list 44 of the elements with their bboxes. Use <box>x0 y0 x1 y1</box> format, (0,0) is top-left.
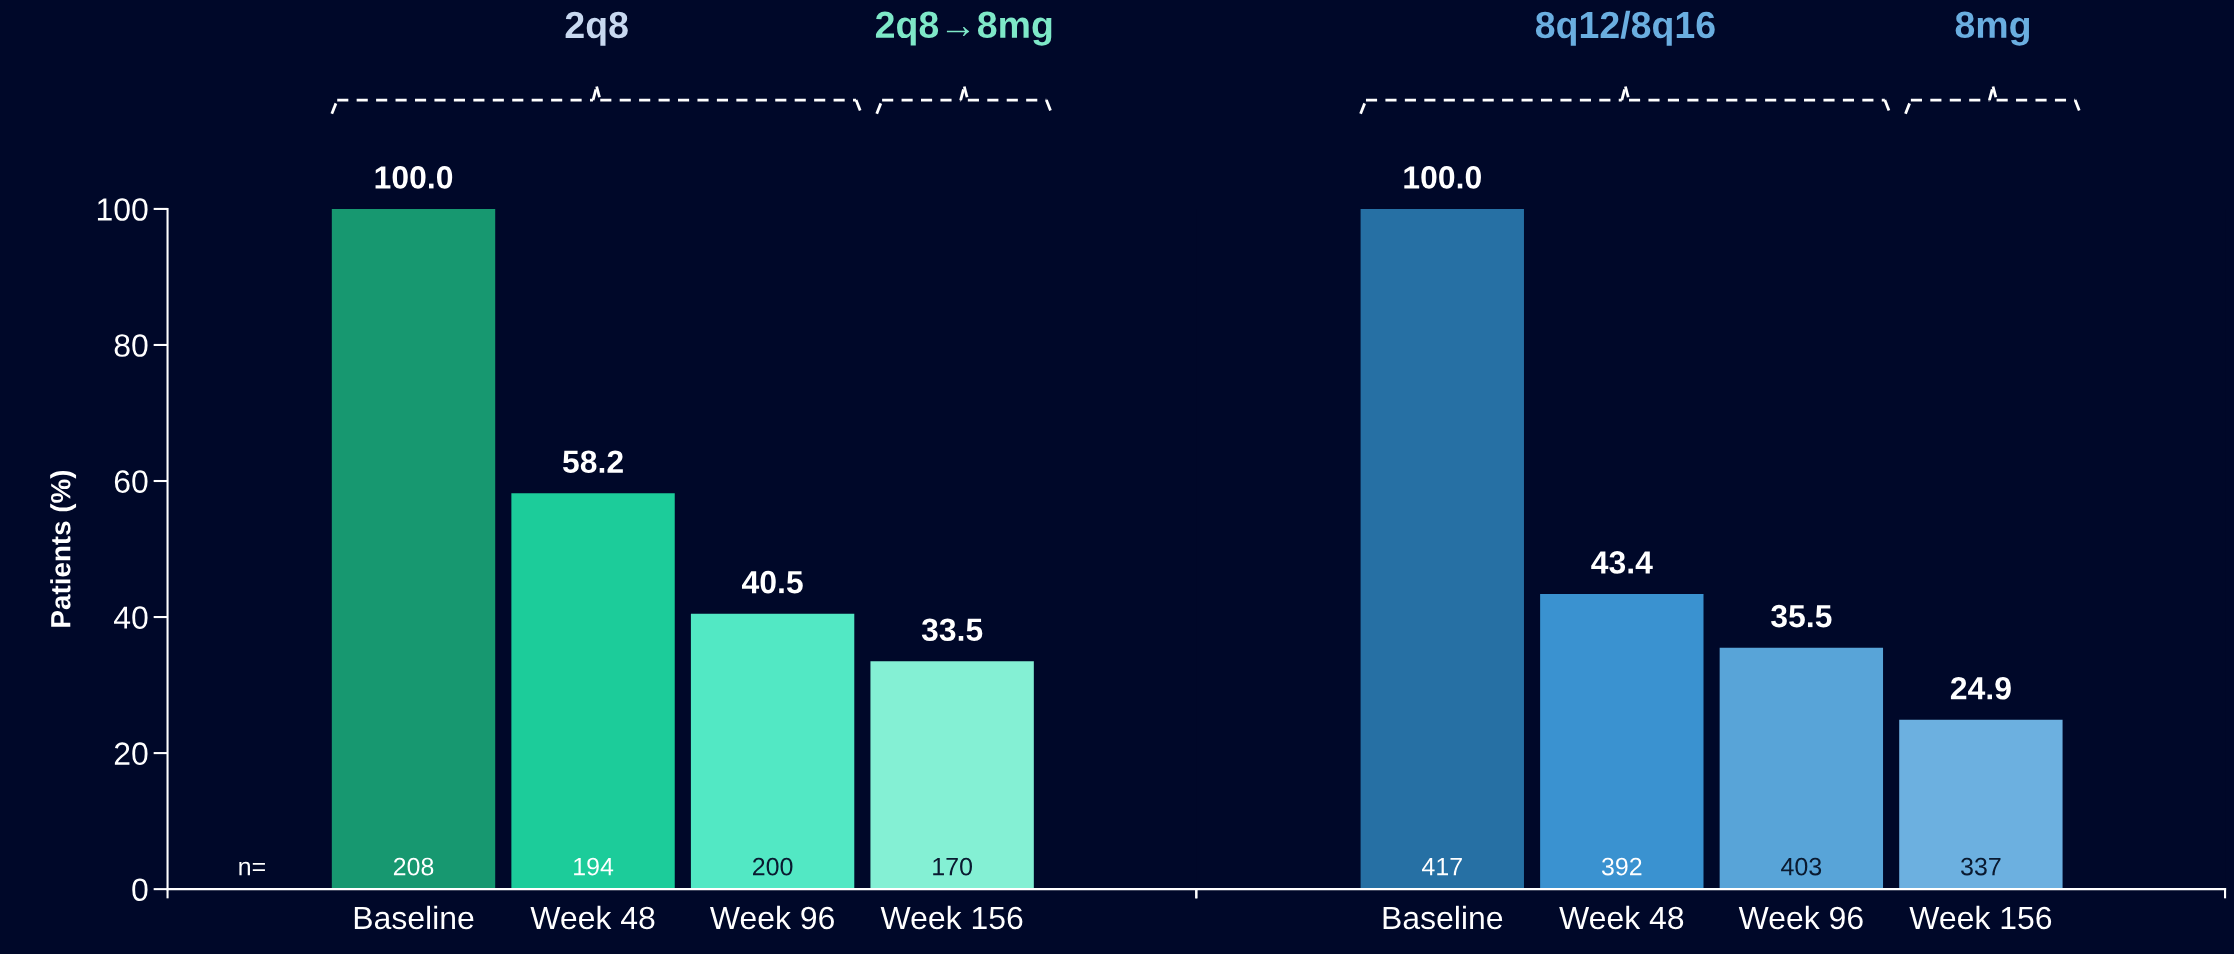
x-tick-label: Week 96 <box>709 905 834 930</box>
y-tick-label: 0 <box>132 878 148 902</box>
bar <box>1540 593 1704 890</box>
bar <box>690 613 855 890</box>
x-tick-label: Week 48 <box>530 905 655 930</box>
y-tick-label: 40 <box>114 606 148 629</box>
y-tick-label: 100 <box>97 198 148 221</box>
x-tick-label: Week 156 <box>1909 905 2052 930</box>
annotation: 337 <box>1960 857 2001 876</box>
bar <box>331 208 496 890</box>
annotation: 417 <box>1422 857 1462 876</box>
x-tick-label: Baseline <box>354 905 474 930</box>
annotation: 200 <box>753 857 793 876</box>
x-tick-label: Baseline <box>1383 905 1503 930</box>
bar <box>1899 719 2063 890</box>
bar <box>1360 208 1524 890</box>
annotation: 403 <box>1781 857 1822 876</box>
data-label: 24.9 <box>1950 676 2011 700</box>
annotation: 208 <box>393 857 434 876</box>
y-tick-label: 20 <box>114 742 148 765</box>
data-label: 40.5 <box>742 570 803 594</box>
annotation: 194 <box>574 857 614 876</box>
data-label: 100.0 <box>375 166 453 189</box>
y-axis-title: Patients (%) <box>50 470 77 627</box>
y-tick-label: 80 <box>114 334 148 357</box>
data-label: 35.5 <box>1771 604 1832 628</box>
bar <box>511 493 675 890</box>
text: 2q8 <box>565 11 628 46</box>
y-tick-label: 60 <box>114 470 148 493</box>
annotation: 170 <box>933 857 973 876</box>
data-label: 100.0 <box>1404 166 1481 189</box>
data-label: 33.5 <box>921 618 983 642</box>
x-tick-label: Week 48 <box>1559 905 1684 930</box>
annotation: 392 <box>1601 857 1642 876</box>
data-label: 58.2 <box>562 450 623 474</box>
x-tick-label: Week 156 <box>880 905 1023 930</box>
bar <box>870 661 1034 890</box>
text: 8q12/8q16 <box>1535 10 1715 46</box>
text: 8mg <box>1955 11 2030 46</box>
text: n= <box>239 861 265 876</box>
text: 2q8→8mg <box>875 11 1052 46</box>
bar <box>1719 647 1884 890</box>
data-label: 43.4 <box>1591 551 1653 574</box>
x-tick-label: Week 96 <box>1738 905 1863 930</box>
